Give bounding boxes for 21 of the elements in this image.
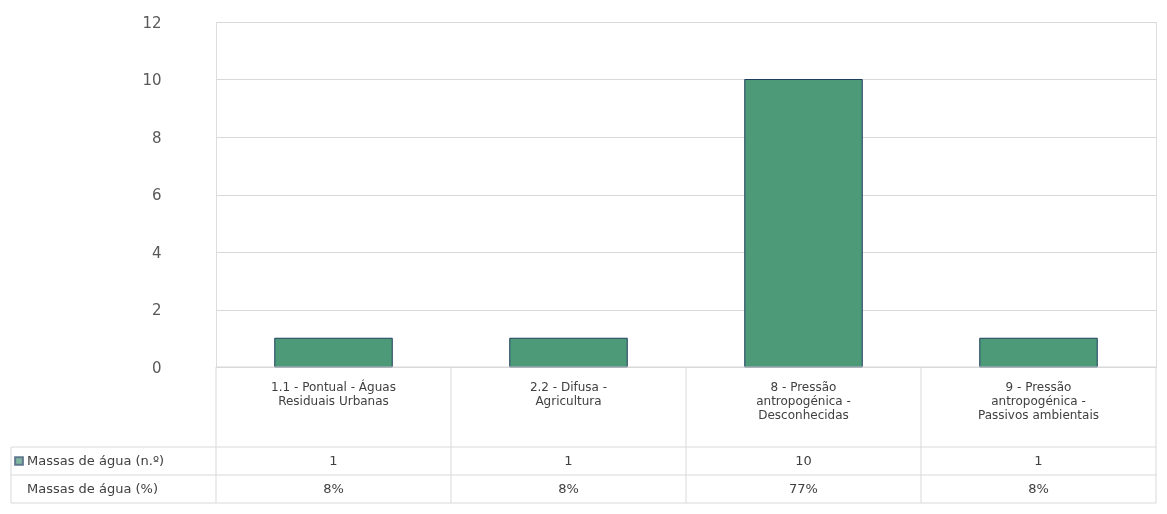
x-tick-label: 2.2 - Difusa - Agricultura — [529, 379, 608, 408]
text: 8% — [1028, 481, 1049, 496]
legend-label: Massas de água (n.º) — [27, 453, 165, 468]
text: 8% — [558, 481, 579, 496]
y-tick-label: 6 — [151, 186, 162, 204]
text: 8% — [323, 481, 344, 496]
data-label: 1 — [564, 453, 573, 468]
data-label: 1 — [1034, 453, 1043, 468]
y-tick-label: 12 — [142, 13, 162, 32]
y-tick-label: 0 — [151, 358, 162, 377]
y-tick-label: 8 — [151, 128, 162, 147]
x-tick-label: 9 - Pressão antropogénica - Passivos ambientais — [977, 379, 1100, 422]
y-tick-label: 2 — [151, 301, 162, 319]
x-tick-label: 1.1 - Pontual - Águas Residuais Urbanas — [271, 378, 396, 408]
data-label: 10 — [795, 453, 812, 468]
y-tick-label: 4 — [151, 243, 162, 262]
y-tick-label: 10 — [142, 71, 162, 89]
data-label: 1 — [329, 453, 338, 468]
x-tick-label: 8 - Pressão antropogénica - Desconhecidas — [756, 379, 851, 422]
text: 77% — [789, 481, 818, 496]
text: Massas de água (%) — [27, 481, 159, 496]
